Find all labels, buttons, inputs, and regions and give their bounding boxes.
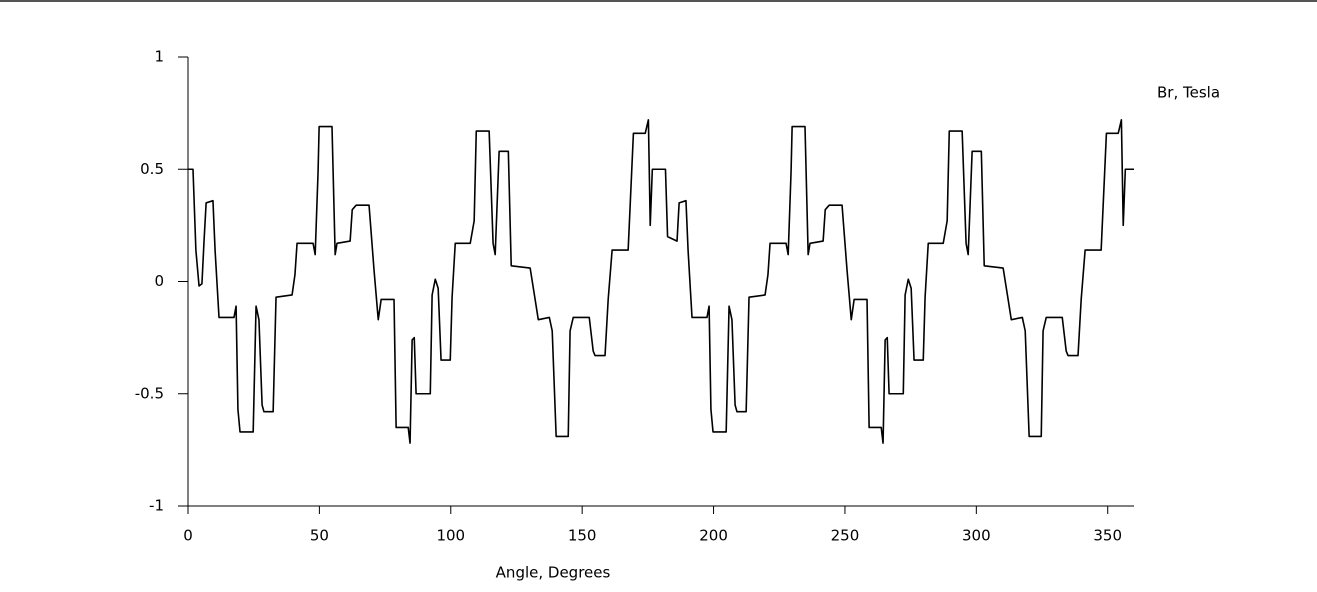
x-tick-label: 250 — [831, 527, 860, 545]
y-tick-label: 1 — [154, 48, 164, 66]
y-tick-label: 0.5 — [140, 160, 164, 178]
x-tick-label: 300 — [962, 527, 991, 545]
x-tick-label: 150 — [568, 527, 597, 545]
x-axis-label: Angle, Degrees — [496, 564, 611, 582]
x-tick-label: 200 — [699, 527, 728, 545]
y-tick-label: -1 — [149, 497, 164, 515]
y-axis-label: Br, Tesla — [1157, 84, 1220, 102]
x-tick-label: 50 — [310, 527, 329, 545]
x-tick-label: 0 — [183, 527, 193, 545]
y-tick-label: 0 — [154, 272, 164, 290]
data-line — [188, 119, 1134, 444]
x-tick-label: 100 — [436, 527, 465, 545]
y-tick-label: -0.5 — [135, 384, 164, 402]
x-tick-label: 350 — [1093, 527, 1122, 545]
